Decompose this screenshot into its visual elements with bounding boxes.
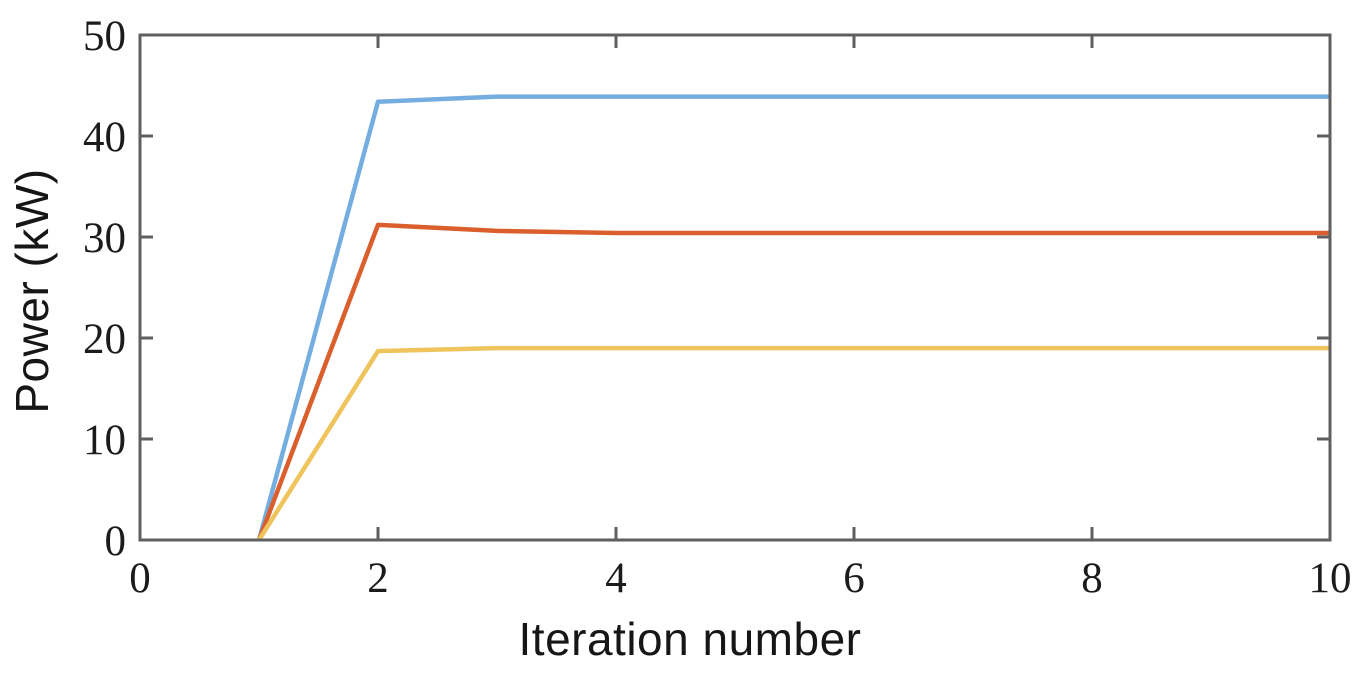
y-axis-label: Power (kW): [6, 168, 58, 414]
y-tick-label: 30: [83, 215, 126, 262]
y-tick-label: 50: [83, 13, 126, 60]
x-tick-label: 8: [1081, 555, 1103, 602]
x-tick-label: 0: [129, 555, 151, 602]
x-tick-label: 6: [843, 555, 865, 602]
power-curve-red: [256, 222, 1330, 541]
y-tick-label: 0: [105, 518, 127, 565]
x-tick-label: 4: [605, 555, 627, 602]
power-curve-blue: [256, 94, 1330, 541]
x-axis-label: Iteration number: [518, 613, 862, 665]
x-tick-label: 10: [1309, 555, 1352, 602]
y-tick-label: 10: [83, 417, 126, 464]
power-curve-yellow: [257, 345, 1330, 542]
y-tick-label: 40: [83, 114, 126, 161]
x-tick-label: 2: [367, 555, 389, 602]
axes-box: [138, 33, 1332, 542]
y-tick-label: 20: [83, 316, 126, 363]
